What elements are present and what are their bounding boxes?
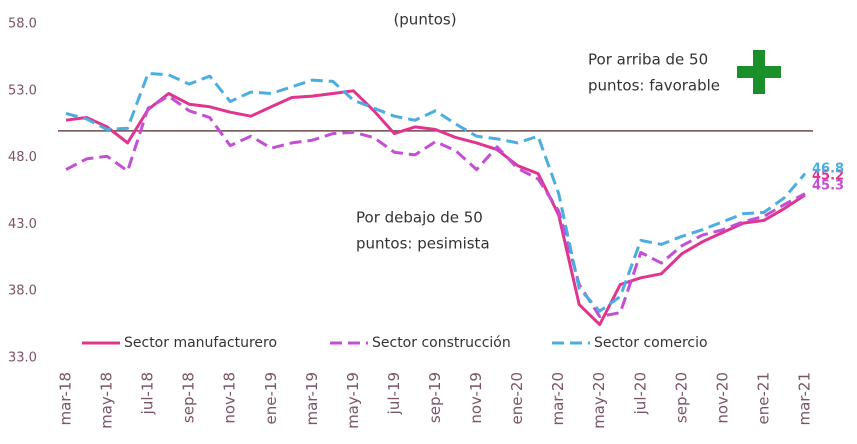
plus-icon [737,50,781,94]
x-tick-label: mar-19 [303,372,321,426]
x-tick-label: jul-18 [139,372,157,415]
x-tick-label: ene-21 [754,372,772,424]
x-tick-label: sep-20 [672,372,690,423]
x-tick-label: nov-19 [467,372,485,424]
x-tick-label: sep-18 [180,372,198,423]
y-tick-label: 38.0 [8,284,37,299]
y-tick-label: 33.0 [8,351,37,366]
y-tick-label: 58.0 [8,17,37,32]
annotation: puntos: pesimista [356,235,490,253]
annotation: puntos: favorable [588,77,720,95]
value-label: 46.8 [812,162,844,177]
x-tick-label: ene-20 [508,372,526,424]
x-tick-label: nov-18 [221,372,239,424]
value-label: 45.3 [812,179,844,194]
legend-label: Sector manufacturero [124,335,277,351]
x-tick-label: mar-20 [549,372,567,426]
y-tick-label: 53.0 [8,83,37,98]
x-tick-label: sep-19 [426,372,444,423]
x-tick-label: nov-20 [713,372,731,424]
x-tick-label: mar-21 [796,372,814,426]
y-tick-label: 43.0 [8,217,37,232]
series-line [65,94,806,319]
annotation: Por arriba de 50 [588,51,708,69]
x-tick-label: jul-19 [385,372,403,415]
x-tick-label: may-20 [590,372,608,429]
legend-label: Sector comercio [594,335,708,351]
annotation: Por debajo de 50 [356,209,483,227]
y-tick-label: 48.0 [8,150,37,165]
value-label: 45.2 [812,169,844,184]
x-tick-label: may-18 [98,372,116,429]
x-tick-label: jul-20 [631,372,649,415]
x-tick-label: may-19 [344,372,362,429]
x-tick-label: mar-18 [57,372,75,426]
chart-title: (puntos) [393,11,456,29]
series-line [65,89,806,327]
x-tick-label: ene-19 [262,372,280,424]
series-line [65,71,807,313]
legend-label: Sector construcción [372,335,511,351]
